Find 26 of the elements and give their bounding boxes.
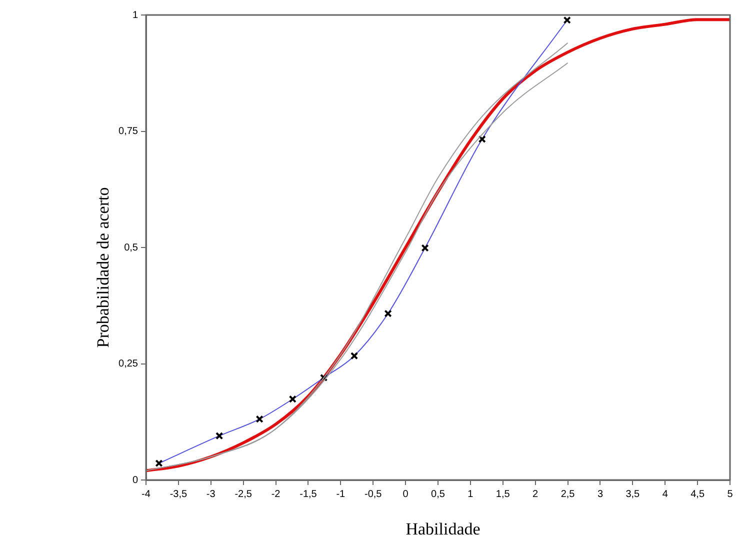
y-axis-title: Probabilidade de acerto xyxy=(93,187,112,348)
y-tick-label: 1 xyxy=(132,10,138,21)
x-tick-label: 1,5 xyxy=(496,488,510,500)
x-tick-label: 4 xyxy=(662,488,668,500)
y-tick-label: 0,5 xyxy=(124,242,138,254)
x-tick-label: 0 xyxy=(402,488,409,500)
x-tick-label: -3,5 xyxy=(170,488,188,500)
x-axis-title: Habilidade xyxy=(406,519,480,538)
x-tick-label: 4,5 xyxy=(690,488,705,500)
x-tick-label: -1,5 xyxy=(300,488,318,500)
x-tick-label: 2,5 xyxy=(560,488,576,500)
y-tick-label: 0,25 xyxy=(118,358,138,370)
x-tick-label: 2 xyxy=(532,488,539,500)
x-tick-label: -2,5 xyxy=(234,488,252,500)
x-tick-label: -2 xyxy=(271,488,281,500)
x-tick-label: 3 xyxy=(597,488,604,500)
x-tick-label: -1 xyxy=(336,488,346,500)
x-tick-label: -4 xyxy=(142,488,151,500)
x-tick-label: -0,5 xyxy=(364,488,382,500)
y-tick-label: 0 xyxy=(132,474,138,486)
x-tick-label: 5 xyxy=(727,488,734,500)
x-tick-label: 0,5 xyxy=(431,488,446,500)
x-tick-label: -3 xyxy=(206,488,216,500)
x-tick-label: 1 xyxy=(468,488,474,500)
y-tick-label: 0,75 xyxy=(118,126,138,137)
x-tick-label: 3,5 xyxy=(626,488,640,500)
